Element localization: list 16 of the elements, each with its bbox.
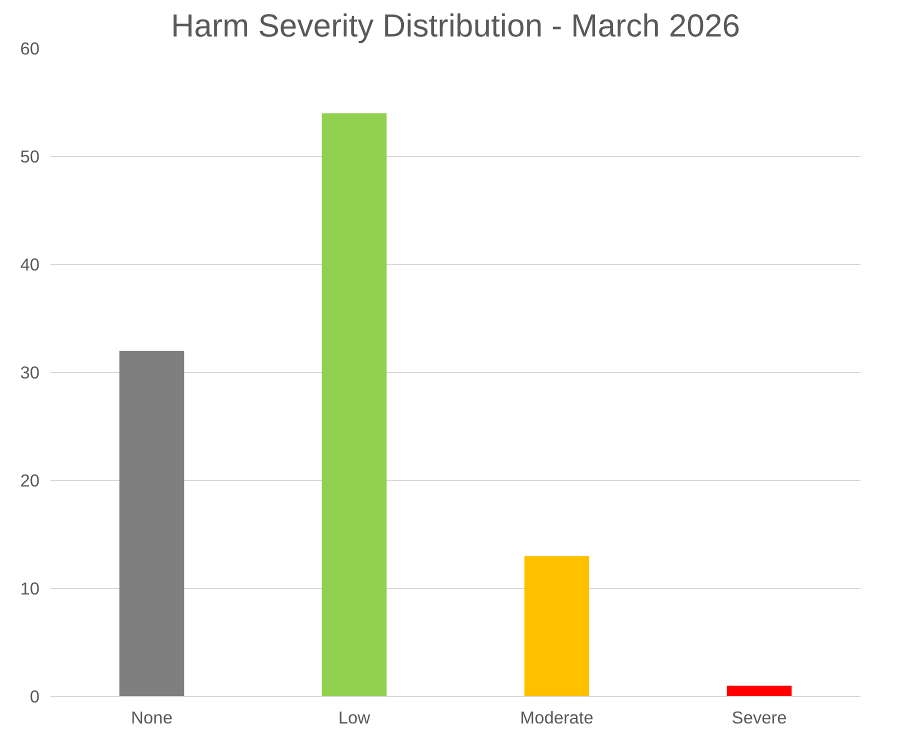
y-tick-label: 10 bbox=[20, 578, 40, 598]
x-tick-label: Moderate bbox=[520, 708, 594, 728]
y-tick-label: 50 bbox=[20, 146, 40, 166]
y-tick-label: 20 bbox=[20, 470, 40, 490]
bar bbox=[119, 350, 184, 696]
bar bbox=[322, 113, 387, 696]
x-tick-label: Severe bbox=[732, 708, 787, 728]
chart-title: Harm Severity Distribution - March 2026 bbox=[170, 8, 740, 44]
y-tick-label: 30 bbox=[20, 362, 40, 382]
y-tick-label: 0 bbox=[30, 686, 40, 706]
y-tick-label: 40 bbox=[20, 254, 40, 274]
x-tick-label: Low bbox=[338, 708, 371, 728]
x-tick-label: None bbox=[131, 708, 172, 728]
y-tick-label: 60 bbox=[20, 38, 40, 58]
bar bbox=[524, 556, 590, 696]
bar bbox=[726, 686, 792, 696]
